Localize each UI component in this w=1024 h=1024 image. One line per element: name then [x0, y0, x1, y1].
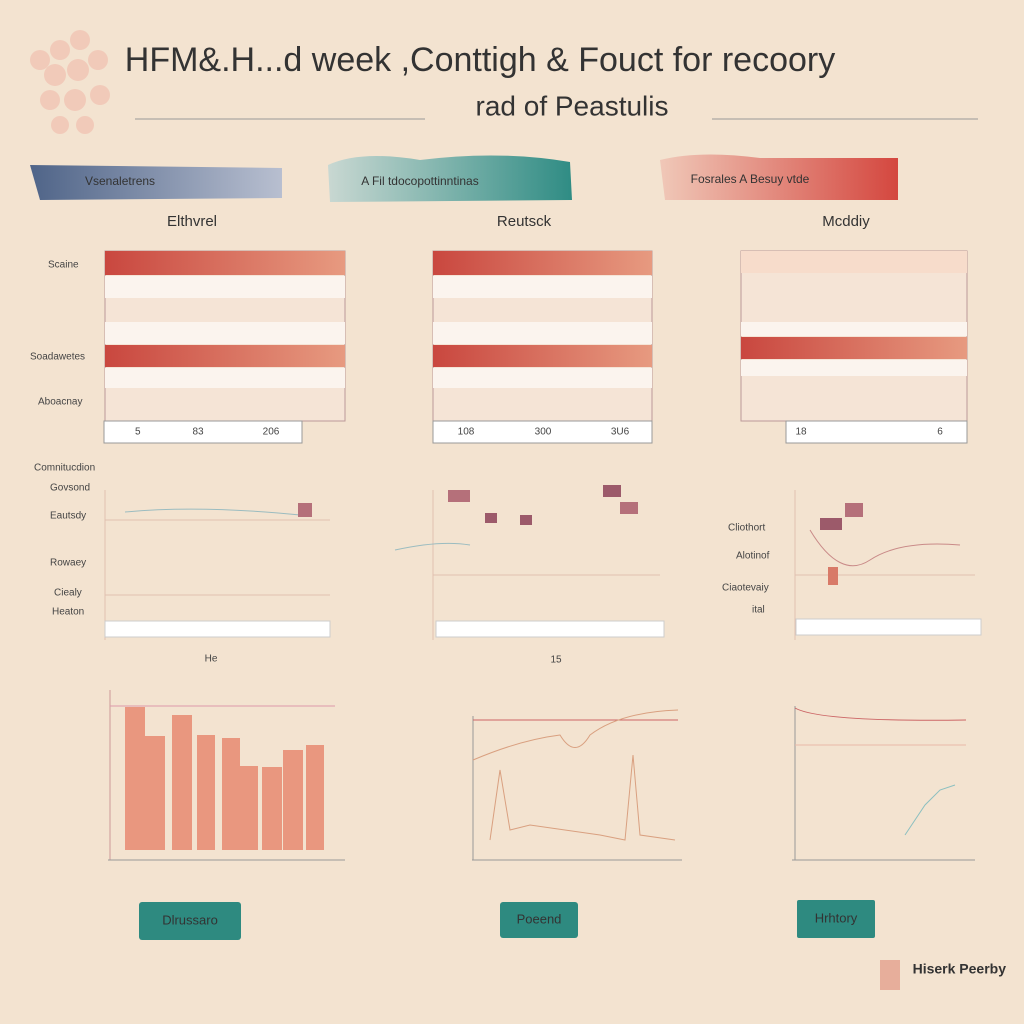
tick-label: 3U6: [611, 427, 630, 438]
banner-label: A Fil tdocopottinntinas: [361, 174, 478, 188]
tick-label: 206: [263, 427, 280, 438]
logo-mark: [880, 960, 900, 990]
button[interactable]: [797, 900, 875, 938]
column-heading: Elthvrel: [167, 213, 217, 230]
row-label: Scaine: [48, 260, 79, 271]
row-label: Aboacnay: [38, 397, 82, 408]
section-label: Govsond: [50, 483, 90, 494]
tick-label: 6: [937, 427, 943, 438]
tick-label: 5: [135, 427, 141, 438]
column-heading: Reutsck: [497, 213, 552, 230]
tick-label: 83: [192, 427, 204, 438]
tick-label: 18: [795, 427, 807, 438]
button-label[interactable]: Dlrussaro: [162, 912, 218, 927]
button-label[interactable]: Poeend: [517, 911, 562, 926]
column-heading: Mcddiy: [822, 213, 870, 230]
note: 15: [550, 655, 562, 666]
button[interactable]: [139, 902, 241, 940]
section-label: ital: [752, 605, 765, 616]
tick-label: 108: [458, 427, 475, 438]
section-label: Ciaotevaiy: [722, 583, 769, 594]
table: [103, 250, 968, 444]
section-label: Rowaey: [50, 558, 86, 569]
scatter-panels: [104, 485, 982, 640]
footer-logo: Hiserk Peerby: [913, 961, 1007, 977]
tick-label: 300: [535, 427, 552, 438]
bottom-panels: [108, 690, 975, 861]
section-label: Eautsdy: [50, 511, 86, 522]
subtitle: rad of Peastulis: [476, 90, 669, 121]
banner: [328, 155, 572, 202]
button-label[interactable]: Hrhtory: [815, 910, 858, 925]
section-label: Heaton: [52, 607, 84, 618]
row-label: Soadawetes: [30, 352, 85, 363]
banner: [660, 154, 898, 200]
note: He: [205, 654, 218, 665]
section-label: Cliothort: [728, 523, 765, 534]
section-label: Alotinof: [736, 551, 770, 562]
section-label: Ciealy: [54, 588, 82, 599]
button[interactable]: [500, 902, 578, 938]
banner: [30, 165, 282, 200]
section-label: Comnitucdion: [34, 463, 95, 474]
decoration: [30, 30, 110, 134]
banner-label: Vsenaletrens: [85, 174, 155, 188]
title: HFM&.H...d week ,Conttigh & Fouct for re…: [125, 41, 835, 79]
banner-label: Fosrales A Besuy vtde: [691, 172, 810, 186]
